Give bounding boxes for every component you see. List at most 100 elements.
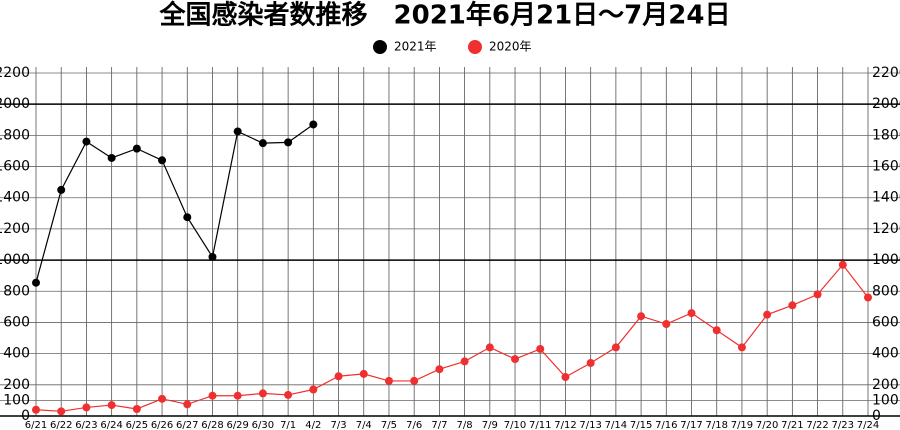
x-tick-label: 7/15: [630, 420, 652, 430]
y-tick-label: 1400: [0, 190, 30, 206]
x-tick-label: 7/8: [457, 420, 473, 430]
y-tick-label: 400: [3, 346, 30, 362]
x-tick-label: 7/21: [781, 420, 803, 430]
x-tick-label: 7/7: [431, 420, 447, 430]
data-point: [435, 365, 444, 374]
legend-label: 2021年: [394, 40, 437, 54]
y-tick-label: 800: [3, 283, 30, 299]
data-point: [334, 372, 343, 381]
y-tick-label: 0: [21, 408, 30, 424]
y-tick-label: 1800: [0, 127, 30, 143]
data-point: [864, 293, 872, 302]
y2-tick-label: 0: [872, 408, 881, 424]
x-tick-label: 7/1: [280, 420, 296, 430]
data-point: [637, 312, 646, 321]
data-point: [132, 144, 141, 153]
x-tick-label: 7/18: [705, 420, 727, 430]
y-tick-label: 2200: [0, 65, 30, 81]
x-tick-label: 7/13: [579, 420, 601, 430]
x-tick-label: 7/24: [857, 420, 879, 430]
x-tick-label: 7/3: [330, 420, 346, 430]
y2-tick-label: 100: [872, 392, 899, 408]
data-point: [32, 278, 40, 287]
x-tick-label: 6/27: [176, 420, 198, 430]
data-point: [737, 343, 746, 352]
y2-tick-label: 1600: [872, 159, 900, 175]
x-tick-label: 4/2: [305, 420, 321, 430]
data-point: [233, 391, 242, 400]
series-line: [35, 263, 869, 412]
x-tick-label: 7/19: [731, 420, 753, 430]
data-point: [258, 389, 267, 398]
y2-tick-label: 1800: [872, 127, 900, 143]
x-tick-label: 6/28: [201, 420, 223, 430]
x-tick-label: 6/23: [75, 420, 97, 430]
x-tick-label: 7/4: [356, 420, 372, 430]
data-point: [586, 358, 595, 367]
data-point: [233, 127, 242, 136]
x-tick-label: 7/12: [554, 420, 576, 430]
x-tick-label: 7/23: [832, 420, 854, 430]
x-tick-label: 7/16: [655, 420, 677, 430]
y-tick-label: 100: [3, 392, 30, 408]
data-point: [284, 390, 293, 399]
x-tick-label: 7/22: [806, 420, 828, 430]
data-point: [208, 252, 217, 261]
data-point: [208, 391, 217, 400]
x-tick-label: 7/9: [482, 420, 498, 430]
x-tick-label: 7/6: [406, 420, 422, 430]
data-point: [662, 320, 671, 329]
data-point: [32, 405, 40, 414]
x-tick-label: 7/10: [504, 420, 526, 430]
data-point: [107, 153, 116, 162]
data-point: [460, 357, 469, 366]
y2-tick-label: 400: [872, 346, 899, 362]
data-point: [183, 400, 192, 409]
x-tick-label: 6/29: [226, 420, 248, 430]
legend-label: 2020年: [489, 40, 532, 54]
y2-tick-label: 1200: [872, 221, 900, 237]
data-point: [309, 385, 318, 394]
data-point: [687, 309, 696, 318]
data-point: [838, 260, 847, 269]
data-point: [158, 156, 167, 165]
y-tick-label: 200: [3, 377, 30, 393]
data-point: [158, 394, 167, 403]
data-point: [57, 407, 66, 416]
y-tick-label: 600: [3, 314, 30, 330]
x-tick-label: 7/17: [680, 420, 702, 430]
data-point: [183, 213, 192, 222]
data-point: [712, 326, 721, 335]
data-point: [485, 343, 494, 352]
y-tick-label: 1000: [0, 252, 30, 268]
x-tick-label: 7/20: [756, 420, 778, 430]
y2-tick-label: 1000: [872, 252, 900, 268]
data-point: [57, 185, 66, 194]
data-point: [359, 369, 368, 378]
data-point: [384, 376, 393, 385]
data-point: [258, 139, 267, 148]
x-tick-label: 7/14: [605, 420, 627, 430]
data-point: [788, 301, 797, 310]
data-point: [82, 137, 91, 146]
y-tick-label: 1600: [0, 159, 30, 175]
legend-marker: [468, 40, 482, 54]
x-tick-label: 7/5: [381, 420, 397, 430]
data-point: [107, 401, 116, 410]
data-point: [813, 290, 822, 299]
y2-tick-label: 600: [872, 314, 899, 330]
x-tick-label: 6/22: [50, 420, 72, 430]
data-point: [410, 376, 419, 385]
data-point: [611, 343, 620, 352]
data-point: [309, 120, 318, 129]
chart-title: 全国感染者数推移 2021年6月21日～7月24日: [159, 0, 731, 31]
data-point: [284, 138, 293, 147]
x-tick-label: 6/24: [100, 420, 122, 430]
data-point: [82, 403, 91, 412]
x-tick-label: 7/11: [529, 420, 551, 430]
data-point: [763, 310, 772, 319]
y-tick-label: 1200: [0, 221, 30, 237]
